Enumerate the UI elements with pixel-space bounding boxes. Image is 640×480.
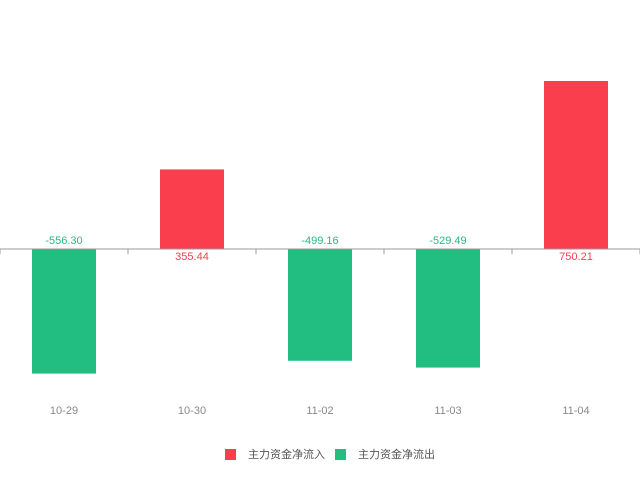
x-tick-label: 11-02 bbox=[306, 405, 333, 417]
value-label: -499.16 bbox=[301, 235, 338, 247]
value-label: -529.49 bbox=[429, 235, 466, 247]
legend-swatch bbox=[335, 449, 346, 460]
bar bbox=[160, 169, 224, 249]
value-label: -556.30 bbox=[45, 235, 82, 247]
legend-label: 主力资金净流出 bbox=[358, 447, 435, 461]
legend-swatch bbox=[225, 449, 236, 460]
x-tick-label: 11-03 bbox=[434, 405, 461, 417]
bar bbox=[32, 249, 96, 374]
bar bbox=[544, 81, 608, 249]
x-tick-label: 10-29 bbox=[50, 405, 78, 417]
value-label: 355.44 bbox=[175, 251, 209, 263]
x-tick-label: 11-04 bbox=[562, 405, 589, 417]
value-label: 750.21 bbox=[559, 251, 593, 263]
legend-label: 主力资金净流入 bbox=[248, 447, 325, 461]
bar bbox=[416, 249, 480, 368]
bar bbox=[288, 249, 352, 361]
x-tick-label: 10-30 bbox=[178, 405, 206, 417]
